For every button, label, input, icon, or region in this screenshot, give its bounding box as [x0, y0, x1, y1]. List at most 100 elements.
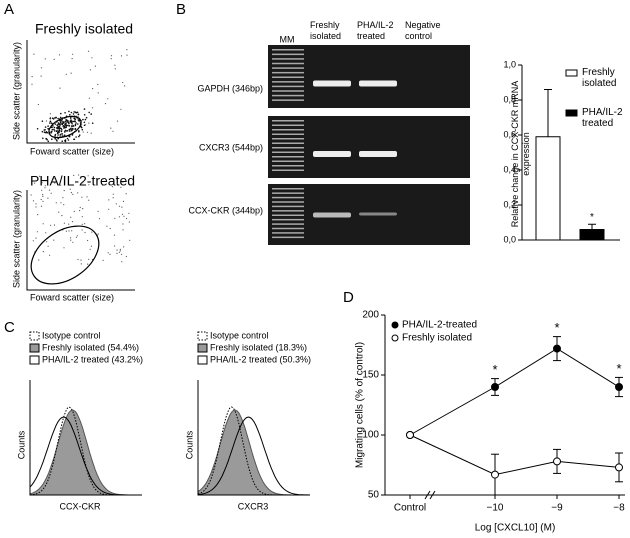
cell-dot [116, 179, 118, 181]
cell-dot [62, 125, 65, 127]
cell-dot [89, 248, 91, 250]
cell-dot [70, 120, 73, 122]
cell-dot [53, 58, 55, 61]
ladder-band [272, 227, 304, 230]
cell-dot [54, 182, 56, 184]
ladder-band [272, 90, 304, 92]
cell-dot [70, 239, 72, 241]
cell-dot [42, 200, 44, 202]
y-axis-label: Side scatter (granularity) [11, 42, 21, 140]
cell-dot [68, 110, 70, 113]
legend-label: Freshly isolated (18.3%) [210, 342, 307, 352]
cell-dot [89, 69, 91, 71]
cell-dot [35, 203, 37, 205]
cell-dot [40, 198, 42, 201]
ladder-band [272, 58, 304, 60]
cell-dot [120, 108, 122, 110]
cell-dot [52, 118, 55, 120]
cell-dot [31, 76, 33, 78]
cell-dot [70, 237, 72, 239]
ladder-band [272, 138, 304, 140]
cell-dot [121, 213, 124, 215]
cell-dot [87, 239, 89, 242]
cell-dot [73, 174, 75, 176]
cell-dot [46, 138, 48, 141]
cell-dot [47, 140, 50, 143]
cell-dot [58, 184, 60, 186]
cell-dot [68, 230, 70, 232]
lane-label: MM [280, 34, 295, 44]
cell-dot [55, 202, 57, 204]
cell-dot [83, 114, 86, 116]
cell-dot [85, 116, 88, 119]
y-axis-label: Side scatter (granularity) [11, 190, 21, 288]
cell-dot [54, 130, 56, 132]
cell-dot [88, 181, 90, 183]
legend-marker [391, 334, 399, 342]
cell-dot [110, 55, 113, 57]
cell-dot [120, 186, 122, 188]
cell-dot [102, 184, 104, 186]
cell-dot [73, 210, 75, 213]
cell-dot [65, 126, 67, 128]
y-tick-label: 0,8 [503, 94, 516, 104]
legend-marker [391, 321, 399, 329]
gate [30, 225, 100, 285]
cell-dot [74, 124, 77, 127]
cell-dot [53, 126, 56, 129]
y-axis-label: Counts [184, 430, 194, 459]
dna-band [359, 212, 397, 216]
cell-dot [50, 192, 52, 194]
cell-dot [82, 118, 84, 121]
significance-mark: * [590, 212, 594, 223]
cell-dot [118, 251, 120, 253]
cell-dot [102, 259, 104, 261]
cell-dot [97, 233, 99, 235]
row-label: CXCR3 (544bp) [199, 142, 263, 152]
cell-dot [79, 206, 81, 209]
cell-dot [88, 111, 90, 114]
cell-dot [61, 140, 63, 142]
cell-dot [116, 182, 118, 184]
x-tick-label: Control [394, 503, 426, 514]
cell-dot [61, 123, 64, 126]
cell-dot [124, 85, 126, 87]
cell-dot [88, 199, 90, 201]
cell-dot [77, 258, 79, 261]
cell-dot [54, 133, 57, 136]
cell-dot [86, 131, 89, 133]
cell-dot [40, 75, 42, 77]
charts: 0,0 0,2 0,4 0,6 0,8 1,0 * 50 100 150 200 Control −10… [355, 59, 625, 533]
cell-dot [67, 139, 70, 141]
cell-dot [79, 176, 82, 178]
y-tick-label: 0,0 [503, 234, 516, 244]
ladder-band [272, 99, 304, 101]
cell-dot [116, 249, 118, 251]
cell-dot [64, 120, 67, 123]
cell-dot [126, 217, 128, 220]
cell-dot [70, 192, 72, 194]
cell-dot [70, 216, 72, 218]
cell-dot [69, 114, 71, 116]
cell-dot [54, 134, 56, 137]
cell-dot [78, 135, 80, 138]
cell-dot [57, 131, 59, 134]
gel-image [268, 45, 470, 245]
cell-dot [86, 196, 88, 198]
cell-dot [78, 174, 80, 176]
cell-dot [71, 122, 73, 124]
cell-dot [123, 246, 125, 248]
cell-dot [36, 128, 39, 130]
cell-dot [72, 125, 75, 127]
significance-mark: * [554, 320, 559, 335]
cell-dot [75, 122, 77, 124]
cell-dot [107, 252, 109, 254]
ladder-band [272, 62, 304, 65]
cell-dot [37, 103, 40, 106]
cell-dot [58, 123, 61, 125]
ladder-band [272, 236, 304, 239]
legend-label: PHA/IL-2 treated [582, 107, 623, 129]
cell-dot [39, 175, 41, 177]
cell-dot [57, 123, 59, 126]
cell-dot [67, 120, 69, 123]
